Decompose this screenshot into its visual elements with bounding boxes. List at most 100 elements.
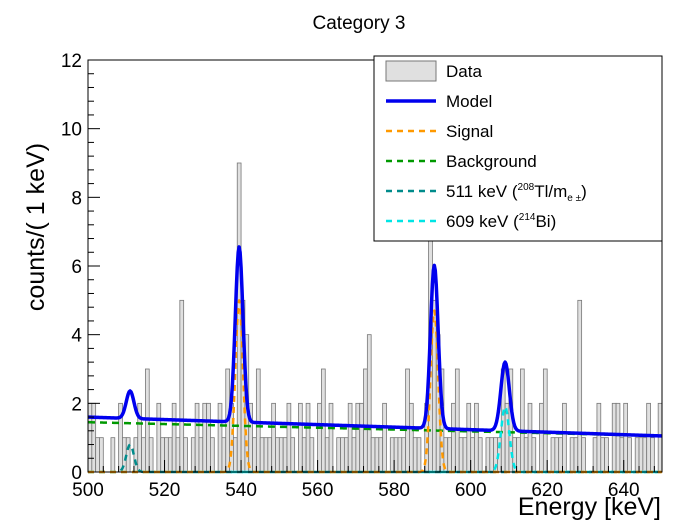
histogram-bin: [542, 368, 548, 473]
histogram-bin: [141, 437, 146, 473]
histogram-bin: [393, 437, 399, 473]
histogram-bin: [412, 437, 418, 473]
legend-entry: Data: [385, 60, 482, 82]
histogram-bin: [206, 402, 211, 473]
histogram-bin: [638, 437, 644, 473]
histogram-bin: [290, 437, 296, 473]
histogram-bin: [355, 402, 361, 473]
histogram-bin: [259, 437, 265, 473]
histogram-bin: [374, 437, 380, 473]
legend-label: 609 keV (214Bi): [446, 212, 556, 231]
histogram-bin: [324, 437, 330, 473]
histogram-bin: [183, 437, 188, 473]
histogram-bin: [282, 437, 288, 473]
histogram-bin: [550, 437, 556, 473]
histogram-bin: [447, 437, 452, 473]
y-tick-label: 0: [71, 463, 82, 484]
y-tick-label: 4: [71, 326, 82, 347]
histogram-bin: [470, 437, 475, 473]
histogram-bin: [592, 437, 598, 473]
histogram-bin: [389, 437, 395, 473]
x-tick-label: 520: [149, 480, 181, 501]
x-tick-label: 640: [608, 480, 640, 501]
histogram-bin: [233, 437, 238, 473]
y-tick-label: 8: [71, 188, 82, 209]
legend-entry: 511 keV (208Tl/me ±): [386, 182, 587, 204]
histogram-bin: [554, 437, 560, 473]
histogram-bin: [363, 368, 368, 473]
histogram-bin: [581, 437, 586, 473]
y-tick-label: 12: [61, 51, 82, 72]
legend-label: Data: [446, 62, 482, 81]
histogram-bin: [221, 437, 227, 473]
chart-title: Category 3: [313, 13, 406, 34]
histogram-bin: [179, 299, 185, 473]
histogram-bin: [340, 437, 345, 473]
histogram-bin: [278, 437, 284, 473]
histogram-bin: [378, 437, 384, 473]
histogram-bin: [634, 437, 640, 473]
histogram-bin: [569, 437, 575, 473]
histogram-bin: [623, 402, 628, 473]
histogram-bin: [255, 368, 261, 473]
x-tick-label: 560: [302, 480, 334, 501]
histogram-bin: [370, 437, 376, 473]
histogram-bin: [520, 368, 525, 473]
histogram-bin: [125, 437, 131, 473]
histogram-bin: [462, 437, 468, 473]
histogram-bin: [646, 402, 651, 473]
legend: Data Model Signal Background 511 keV (208Tl/…: [373, 55, 663, 242]
histogram-bin: [366, 334, 372, 473]
y-axis-label: counts/( 1 keV): [22, 143, 50, 311]
histogram-bin: [573, 437, 579, 473]
histogram-bin: [489, 437, 495, 473]
histogram-bin: [87, 402, 93, 473]
legend-label: Model: [446, 92, 492, 111]
histogram-bin: [650, 437, 655, 473]
histogram-bin: [271, 402, 276, 473]
axes: 500 520 540 560 580 600 620 640 0 2 4 6 8 10 12: [61, 51, 655, 501]
histogram-bin: [485, 437, 491, 473]
histogram-bin: [202, 402, 208, 473]
x-tick-label: 500: [72, 480, 104, 501]
histogram-bin: [642, 437, 648, 473]
histogram-bin: [611, 402, 617, 473]
histogram-bin: [252, 437, 257, 473]
histogram-bin: [458, 437, 464, 473]
x-tick-label: 600: [455, 480, 487, 501]
histogram-bin: [95, 437, 100, 473]
histogram-bin: [405, 368, 410, 473]
histogram-bin: [190, 437, 196, 473]
x-tick-label: 620: [531, 480, 563, 501]
legend-label: Background: [446, 152, 537, 171]
histogram-bin: [298, 402, 303, 473]
histogram-bin: [263, 437, 269, 473]
x-axis-label: Energy [keV]: [518, 493, 661, 521]
histogram-bin: [156, 402, 162, 473]
y-tick-label: 2: [71, 394, 82, 415]
histogram-bin: [217, 402, 223, 473]
histogram-bin: [164, 437, 169, 473]
histogram-bin: [175, 437, 181, 473]
histogram-bin: [171, 402, 177, 473]
histogram-bin: [539, 402, 544, 473]
histogram-bin: [210, 437, 215, 473]
histogram-bin: [275, 437, 280, 473]
x-tick-label: 580: [378, 480, 410, 501]
histogram-bin: [328, 402, 334, 473]
x-tick-label: 540: [225, 480, 257, 501]
histogram-bin: [301, 437, 307, 473]
histogram-bin: [516, 437, 521, 473]
histogram-bin: [167, 437, 173, 473]
histogram-bin: [309, 437, 315, 473]
histogram-bin: [451, 402, 456, 473]
histogram-bin: [343, 437, 349, 473]
histogram-bin: [305, 402, 311, 473]
histogram-bin: [466, 402, 472, 473]
histogram-bin: [477, 437, 483, 473]
histogram-bin: [91, 402, 97, 473]
histogram-bin: [401, 437, 407, 473]
histogram-bin: [619, 437, 625, 473]
legend-swatch: [385, 60, 437, 82]
histogram-bin: [562, 402, 567, 473]
